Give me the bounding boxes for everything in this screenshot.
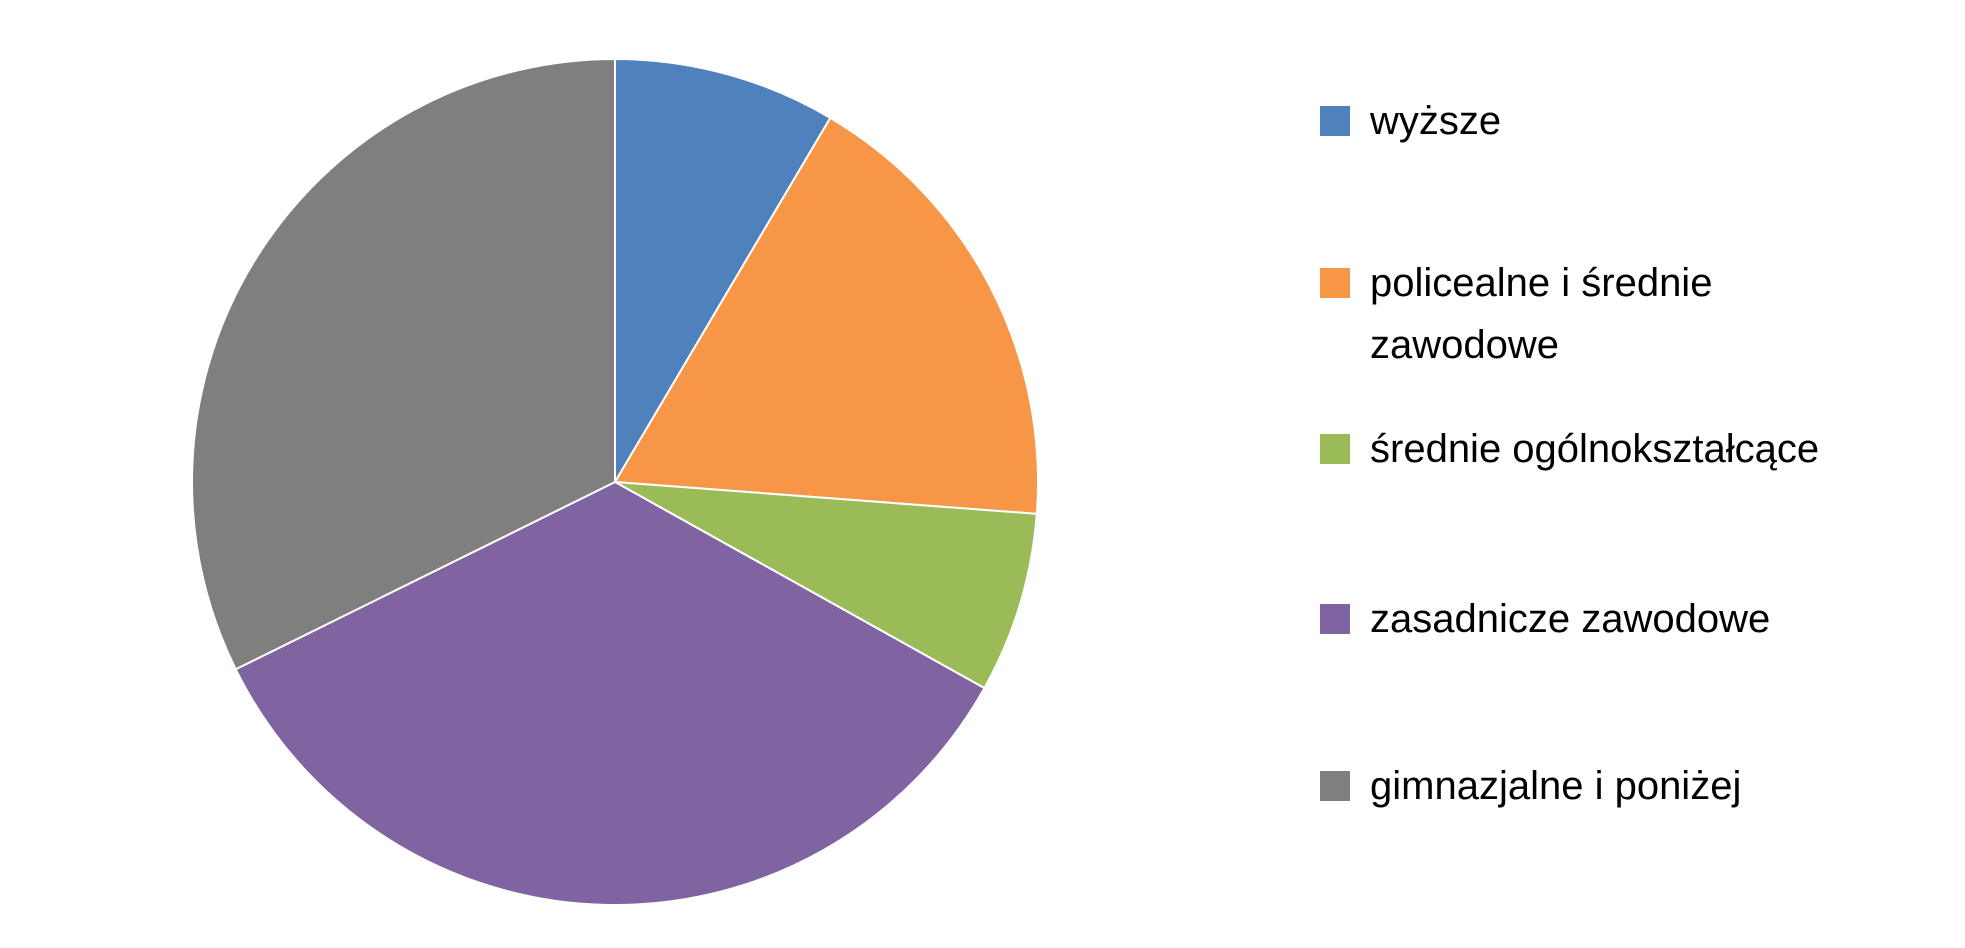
legend-swatch-3 (1320, 434, 1350, 464)
legend-swatch-2 (1320, 268, 1350, 298)
pie-slice-3 (614, 481, 1038, 690)
legend-swatch-1 (1320, 106, 1350, 136)
legend-label-4: zasadnicze zawodowe (1370, 597, 1771, 641)
pie-slice-4 (234, 481, 986, 906)
legend-label-1: wyższe (1370, 99, 1502, 143)
pie-slice-2 (614, 116, 1039, 515)
pie-slice-5 (191, 58, 616, 671)
legend-label-3: średnie ogólnokształcące (1370, 427, 1820, 471)
legend-swatch-4 (1320, 604, 1350, 634)
pie-slice-1 (614, 58, 832, 483)
legend-label-2: policealne i średnie zawodowe (1370, 261, 1713, 367)
legend-label-5: gimnazjalne i poniżej (1370, 764, 1742, 808)
legend-swatch-5 (1320, 771, 1350, 801)
